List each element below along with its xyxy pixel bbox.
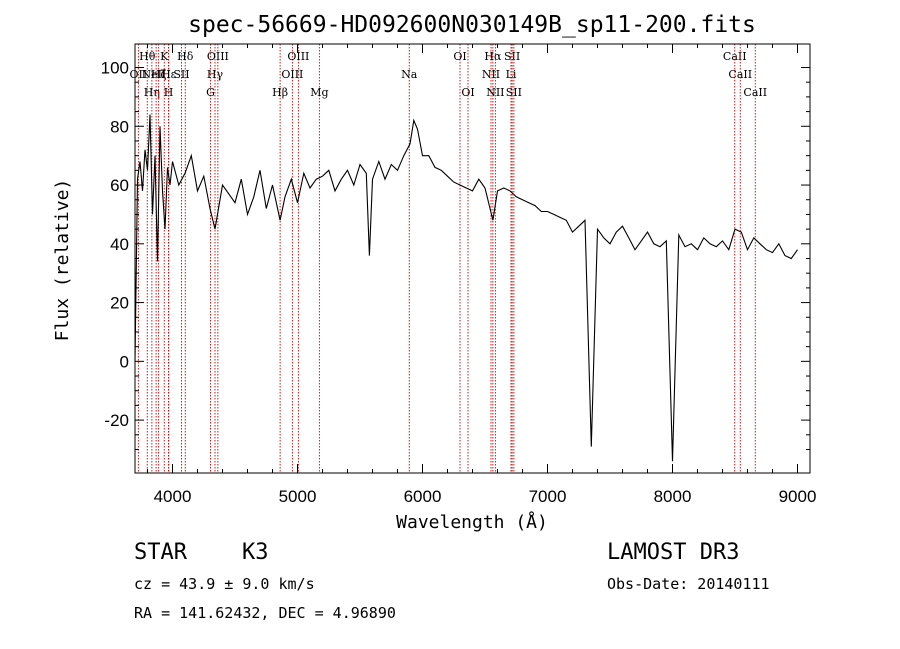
chart-title: spec-56669-HD092600N030149B_sp11-200.fit… <box>188 12 756 38</box>
line-label: Li <box>506 68 517 81</box>
y-tick-label: 60 <box>110 176 129 195</box>
line-label: Mg <box>310 86 328 99</box>
coordinates: RA = 141.62432, DEC = 4.96890 <box>134 604 396 622</box>
line-label: K <box>160 50 169 63</box>
y-tick-label: 0 <box>120 352 129 371</box>
line-label: Hγ <box>207 68 224 81</box>
line-label: OIII <box>207 50 229 63</box>
y-tick-label: 40 <box>110 235 129 254</box>
line-label: OIII <box>281 68 303 81</box>
line-label: CaII <box>723 50 747 63</box>
line-label: Hε <box>161 68 177 81</box>
line-label: Hζ <box>151 68 167 81</box>
object-subclass: K3 <box>242 540 269 565</box>
x-tick-label: 8000 <box>654 487 692 506</box>
line-label: Hθ <box>139 50 156 63</box>
line-label: OII <box>130 68 148 81</box>
line-label: OI <box>453 50 466 63</box>
y-tick-label: 20 <box>110 294 129 313</box>
y-axis-label: Flux (relative) <box>52 179 73 342</box>
line-label: Hη <box>144 86 160 99</box>
line-label: Na <box>401 68 418 81</box>
survey-name: LAMOST DR3 <box>607 540 740 565</box>
y-axis: -20 0 20 40 60 80 100 <box>101 59 810 450</box>
x-tick-label: 6000 <box>404 487 442 506</box>
y-tick-label: -20 <box>104 411 129 430</box>
plot-frame <box>134 43 811 474</box>
spectral-line-markers: OIIHθHηNeIIIHζKHHεSIIHδGHγOIIIHβOIIIOIII… <box>130 44 767 473</box>
x-axis: 4000 5000 6000 7000 8000 9000 <box>147 44 817 506</box>
line-label: SII <box>173 68 189 81</box>
y-tick-label: 80 <box>110 117 129 136</box>
x-tick-label: 5000 <box>279 487 317 506</box>
y-tick-label: 100 <box>101 59 129 78</box>
line-label: SII <box>506 86 522 99</box>
line-label: OI <box>461 86 474 99</box>
line-label: Hδ <box>177 50 194 63</box>
line-label: NII <box>486 86 504 99</box>
x-tick-label: 7000 <box>529 487 567 506</box>
object-class: STAR <box>134 540 187 565</box>
line-label: CaII <box>743 86 767 99</box>
x-tick-label: 4000 <box>154 487 192 506</box>
x-tick-label: 9000 <box>779 487 817 506</box>
line-label: Hβ <box>272 86 288 99</box>
redshift-value: cz = 43.9 ± 9.0 km/s <box>134 575 315 593</box>
line-label: Hα <box>484 50 502 63</box>
line-label: NII <box>482 68 500 81</box>
line-label: G <box>206 86 215 99</box>
line-label: SII <box>504 50 520 63</box>
line-label: CaII <box>728 68 752 81</box>
x-axis-label: Wavelength (Å) <box>396 511 548 533</box>
spectrum-line <box>134 114 798 462</box>
line-label: NeIII <box>142 68 171 81</box>
line-label: OIII <box>287 50 309 63</box>
observation-date: Obs-Date: 20140111 <box>607 575 770 593</box>
